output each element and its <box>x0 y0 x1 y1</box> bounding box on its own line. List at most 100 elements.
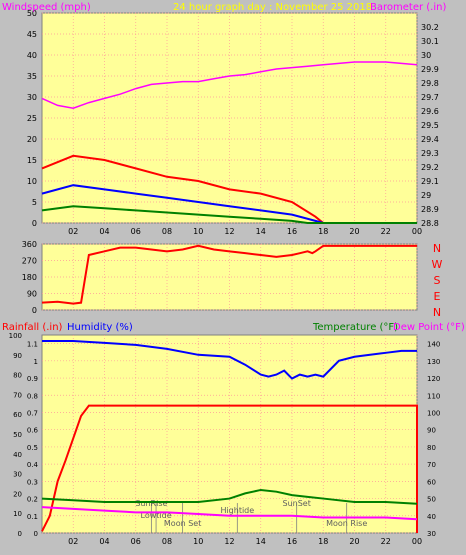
annotation-label: Lowtide <box>141 511 172 520</box>
temperature-y-tick-label: 130 <box>427 358 440 366</box>
barometer-y-tick-label: 28.9 <box>421 205 439 214</box>
climate-x-tick-label: 04 <box>99 537 109 546</box>
gust-line <box>41 154 417 224</box>
wind-y-ticks: 0 5 10 15 20 25 30 35 40 45 50 <box>27 9 37 228</box>
temperature-y-tick-label: 30 <box>427 530 436 538</box>
direction-y-tick-label: 90 <box>27 290 37 299</box>
compass-label: E <box>434 290 441 303</box>
wind-x-tick-label: 00 <box>412 227 422 236</box>
climate-x-tick-label: 20 <box>349 537 359 546</box>
wind-x-tick-label: 20 <box>349 227 359 236</box>
low-line <box>41 205 417 224</box>
barometer-y-tick-label: 29.7 <box>421 93 439 102</box>
barometer-y-tick-label: 30.1 <box>421 37 439 46</box>
compass-label: N <box>433 242 441 255</box>
humidity-y-tick-label: 40 <box>13 451 22 459</box>
wind-x-tick-label: 04 <box>99 227 109 236</box>
humidity-y-tick-label: 70 <box>13 391 22 399</box>
rain-y-tick-label: 0.5 <box>27 444 38 452</box>
climate-x-tick-label: 06 <box>131 537 141 546</box>
climate-x-tick-label: 08 <box>162 537 172 546</box>
rain-y-tick-label: 0.3 <box>27 478 38 486</box>
climate-x-tick-label: 12 <box>224 537 234 546</box>
climate-x-tick-label: 22 <box>381 537 391 546</box>
humidity-y-tick-label: 50 <box>13 431 22 439</box>
rain-y-ticks: 0 0.1 0.2 0.3 0.4 0.5 0.6 0.7 0.8 0.9 1 1.1 <box>27 341 39 538</box>
wind-y-tick-label: 10 <box>27 177 37 186</box>
wind-x-tick-label: 18 <box>318 227 328 236</box>
temperature-y-tick-label: 120 <box>427 375 440 383</box>
wind-x-tick-label: 06 <box>131 227 141 236</box>
temperature-y-tick-label: 110 <box>427 392 440 400</box>
barometer-y-ticks: 28.8 28.9 29 29.1 29.2 29.3 29.4 29.5 29.6 29.7 29… <box>421 23 439 228</box>
temperature-y-ticks: 30 40 50 60 70 80 90 100 110 120 130 140 <box>427 341 440 538</box>
barometer-y-tick-label: 29.2 <box>421 163 439 172</box>
climate-x-tick-label: 18 <box>318 537 328 546</box>
temperature-y-tick-label: 70 <box>427 461 436 469</box>
barometer-y-tick-label: 29.6 <box>421 107 439 116</box>
barometer-y-tick-label: 30.2 <box>421 23 439 32</box>
barometer-y-tick-label: 28.8 <box>421 219 439 228</box>
compass-label: S <box>434 274 441 287</box>
wind-y-tick-label: 25 <box>27 114 37 123</box>
wind-x-ticks: 02 04 06 08 10 12 14 16 18 20 22 00 <box>68 227 422 236</box>
wind-y-tick-label: 35 <box>27 72 37 81</box>
annotation-label: Hightide <box>220 506 254 515</box>
wind-y-tick-label: 40 <box>27 51 37 60</box>
barometer-y-tick-label: 29.4 <box>421 135 439 144</box>
temperature-axis-label: Temperature (°F) <box>312 322 398 333</box>
avg-line <box>41 184 417 224</box>
temperature-y-tick-label: 100 <box>427 409 440 417</box>
graph-title: 24 hour graph day : November 25 2018 <box>173 2 372 13</box>
dewpoint-line <box>41 506 418 521</box>
direction-y-ticks: 0 90 180 270 360 <box>22 240 37 315</box>
climate-x-tick-label: 16 <box>287 537 297 546</box>
climate-series <box>41 339 418 533</box>
rain-y-tick-label: 1 <box>34 358 38 366</box>
climate-x-tick-label: 14 <box>256 537 266 546</box>
rain-y-tick-label: 0.2 <box>27 496 38 504</box>
dewpoint-axis-label: Dew Point (°F) <box>393 322 465 333</box>
temperature-line <box>41 488 418 505</box>
temperature-y-tick-label: 90 <box>427 427 436 435</box>
barometer-y-tick-label: 30 <box>421 51 431 60</box>
barometer-y-tick-label: 29.9 <box>421 65 439 74</box>
rain-y-tick-label: 0 <box>34 530 38 538</box>
wind-y-tick-label: 50 <box>27 9 37 18</box>
compass-label: N <box>433 306 441 319</box>
wind-y-tick-label: 5 <box>32 198 37 207</box>
rain-y-tick-label: 0.1 <box>27 513 38 521</box>
climate-x-ticks: 02 04 06 08 10 12 14 16 18 20 22 00 <box>68 537 422 546</box>
wind-x-tick-label: 10 <box>193 227 203 236</box>
temperature-y-tick-label: 50 <box>427 496 436 504</box>
barometer-y-tick-label: 29.5 <box>421 121 439 130</box>
humidity-y-tick-label: 80 <box>13 372 22 380</box>
direction-grid <box>42 243 418 311</box>
barometer-y-tick-label: 29 <box>421 191 431 200</box>
humidity-y-tick-label: 90 <box>13 352 22 360</box>
direction-y-tick-label: 360 <box>22 240 37 249</box>
temperature-y-tick-label: 40 <box>427 513 436 521</box>
humidity-y-tick-label: 30 <box>13 471 22 479</box>
temperature-y-tick-label: 80 <box>427 444 436 452</box>
direction-y-tick-label: 0 <box>32 306 37 315</box>
climate-x-tick-label: 10 <box>193 537 203 546</box>
humidity-y-tick-label: 10 <box>13 510 22 518</box>
wind-y-tick-label: 30 <box>27 93 37 102</box>
wind-x-tick-label: 08 <box>162 227 172 236</box>
wind-series <box>41 61 418 224</box>
humidity-y-tick-label: 100 <box>9 332 22 340</box>
annotation-label: Moon Rise <box>326 519 367 528</box>
temperature-y-tick-label: 60 <box>427 478 436 486</box>
direction-series <box>41 244 417 305</box>
direction-y-tick-label: 270 <box>22 257 37 266</box>
direction-y-tick-label: 180 <box>22 273 37 282</box>
wind-y-tick-label: 15 <box>27 156 37 165</box>
direction-line <box>41 244 417 305</box>
humidity-y-tick-label: 60 <box>13 411 22 419</box>
wind-x-tick-label: 14 <box>256 227 266 236</box>
